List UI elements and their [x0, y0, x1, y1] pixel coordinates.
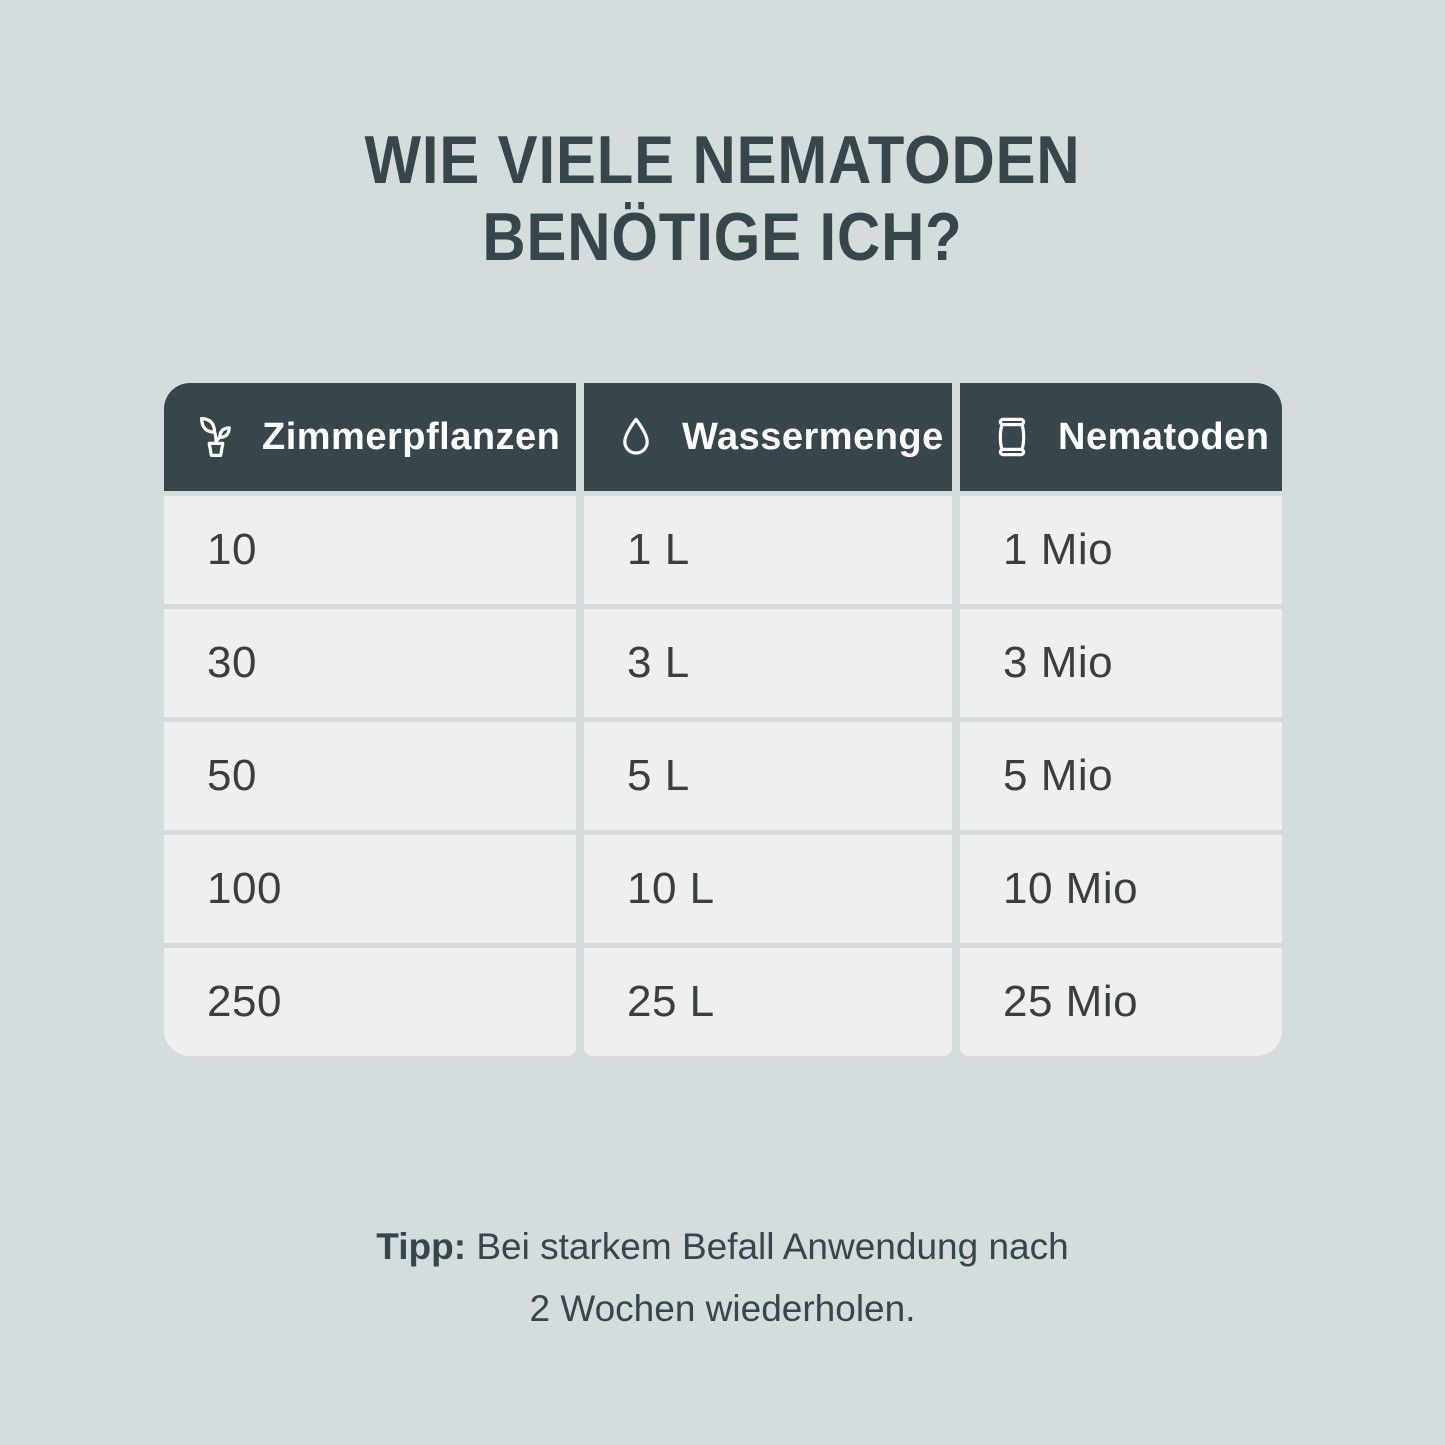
table-cell: 1 Mio — [960, 496, 1282, 604]
table-cell: 100 — [164, 835, 576, 943]
table-header-nematoden: Nematoden — [960, 383, 1282, 491]
title-line-1: WIE VIELE NEMATODEN — [364, 122, 1081, 198]
table-cell: 5 L — [584, 722, 952, 830]
dosage-table-grid: Zimmerpflanzen Wassermenge — [164, 383, 1282, 1056]
header-label-nematoden: Nematoden — [1058, 415, 1270, 458]
table-cell: 50 — [164, 722, 576, 830]
tip-line-2: 2 Wochen wiederholen. — [529, 1288, 916, 1329]
table-cell: 250 — [164, 948, 576, 1056]
table-cell: 5 Mio — [960, 722, 1282, 830]
page-title: WIE VIELE NEMATODEN BENÖTIGE ICH? — [87, 122, 1359, 276]
table-cell: 10 Mio — [960, 835, 1282, 943]
tip-line-1: Bei starkem Befall Anwendung nach — [466, 1226, 1069, 1267]
title-line-2: BENÖTIGE ICH? — [482, 199, 963, 275]
sachet-icon — [988, 413, 1036, 461]
table-cell: 3 L — [584, 609, 952, 717]
table-cell: 1 L — [584, 496, 952, 604]
table-cell: 10 — [164, 496, 576, 604]
table-header-wassermenge: Wassermenge — [584, 383, 952, 491]
header-label-wassermenge: Wassermenge — [682, 415, 944, 458]
table-cell: 25 L — [584, 948, 952, 1056]
header-label-zimmerpflanzen: Zimmerpflanzen — [262, 415, 561, 458]
water-drop-icon — [612, 413, 660, 461]
tip-text: Tipp: Bei starkem Befall Anwendung nach … — [0, 1216, 1445, 1340]
dosage-table: Zimmerpflanzen Wassermenge — [164, 383, 1282, 1056]
potted-plant-icon — [192, 413, 240, 461]
tip-prefix: Tipp: — [376, 1226, 467, 1267]
table-cell: 25 Mio — [960, 948, 1282, 1056]
table-cell: 10 L — [584, 835, 952, 943]
table-cell: 3 Mio — [960, 609, 1282, 717]
table-header-zimmerpflanzen: Zimmerpflanzen — [164, 383, 576, 491]
table-cell: 30 — [164, 609, 576, 717]
